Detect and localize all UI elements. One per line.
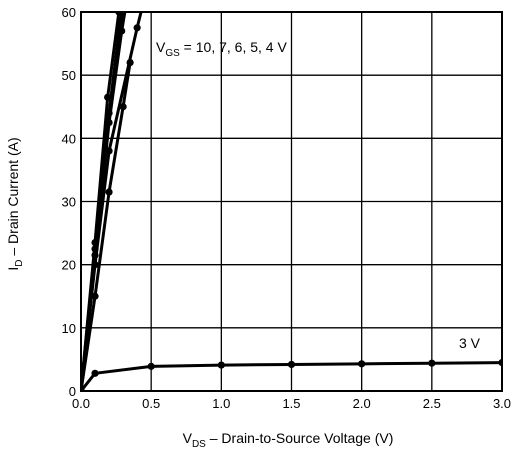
y-tick-label: 30 <box>62 195 76 210</box>
x-tick-label: 1.0 <box>212 396 230 411</box>
x-tick-label: 0.0 <box>72 396 90 411</box>
data-point <box>118 27 126 35</box>
y-tick-label: 50 <box>62 68 76 83</box>
data-point <box>121 0 128 3</box>
x-tick-label: 2.5 <box>423 396 441 411</box>
series-line <box>81 361 502 391</box>
y-tick-label: 60 <box>62 5 76 20</box>
y-tick-label: 10 <box>62 321 76 336</box>
data-point <box>133 24 141 32</box>
data-point <box>91 261 99 269</box>
data-point <box>105 188 113 196</box>
gridlines <box>81 12 502 391</box>
data-point <box>428 359 436 367</box>
data-point <box>120 0 127 3</box>
x-tick-label: 3.0 <box>493 396 511 411</box>
x-axis-label: VDS – Drain-to-Source Voltage (V) <box>183 430 394 450</box>
data-point <box>287 360 296 369</box>
x-tick-label: 1.5 <box>282 396 300 411</box>
data-point <box>122 2 129 9</box>
data-point <box>147 362 155 370</box>
y-tick-label: 20 <box>62 258 76 273</box>
plot-frame <box>80 11 503 392</box>
y-tick-label: 0 <box>69 384 76 399</box>
data-point <box>358 360 366 368</box>
data-point <box>126 58 134 67</box>
data-point <box>91 292 99 300</box>
data-point <box>119 103 127 111</box>
annotation-3v: 3 V <box>459 335 481 351</box>
data-point <box>105 118 113 127</box>
y-axis-label: ID – Drain Current (A) <box>5 137 25 270</box>
data-point <box>141 0 148 3</box>
data-point <box>217 361 225 369</box>
data-point <box>91 369 99 377</box>
y-tick-label: 40 <box>62 131 76 146</box>
x-tick-label: 0.5 <box>142 396 160 411</box>
series-group <box>81 0 502 391</box>
x-tick-label: 2.0 <box>353 396 371 411</box>
data-point <box>105 147 113 155</box>
y-tick-labels: 0 10 20 30 40 50 60 <box>62 5 76 399</box>
x-tick-labels: 0.0 0.5 1.0 1.5 2.0 2.5 3.0 <box>72 396 511 411</box>
annotation-vgs-group: VGS = 10, 7, 6, 5, 4 V <box>156 39 287 59</box>
